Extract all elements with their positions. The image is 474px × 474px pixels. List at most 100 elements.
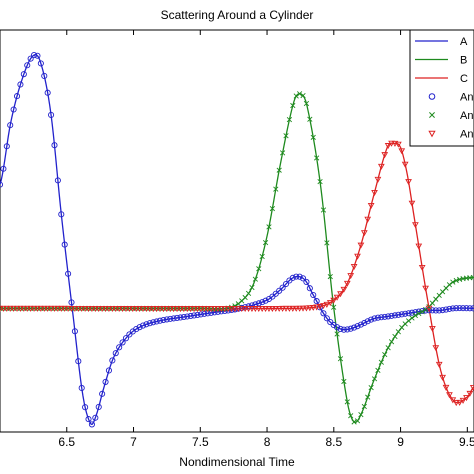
data-point: [194, 306, 201, 313]
data-point: [398, 311, 405, 318]
data-point: [368, 385, 374, 391]
legend-x-marker: [429, 112, 435, 118]
data-point: [470, 305, 474, 312]
data-point: [408, 309, 416, 316]
data-point: [85, 305, 92, 312]
data-point: [37, 60, 44, 67]
data-point: [248, 306, 256, 313]
data-point: [395, 311, 402, 318]
data-point: [160, 306, 167, 313]
data-point: [324, 240, 330, 246]
data-point: [99, 390, 106, 397]
data-point: [0, 305, 4, 312]
data-point: [27, 55, 34, 62]
data-point: [47, 305, 55, 312]
data-point: [224, 306, 232, 313]
data-point: [334, 324, 341, 331]
data-point: [20, 71, 27, 78]
data-point: [252, 276, 258, 282]
data-point: [378, 359, 384, 365]
data-point: [17, 81, 24, 88]
legend-box: [409, 29, 474, 147]
data-point: [446, 305, 453, 312]
data-point: [419, 309, 425, 315]
data-point: [375, 367, 381, 374]
data-point: [326, 300, 334, 307]
data-point: [91, 305, 99, 312]
data-point: [221, 306, 229, 313]
data-point: [299, 305, 307, 312]
data-point: [293, 273, 300, 280]
data-point: [409, 315, 415, 321]
legend-label: An: [460, 110, 473, 122]
data-point: [136, 306, 143, 313]
data-point: [343, 280, 351, 287]
data-point: [344, 326, 351, 333]
data-point: [456, 305, 463, 312]
data-point: [183, 306, 191, 313]
data-point: [17, 305, 24, 312]
data-point: [327, 273, 333, 280]
data-point: [337, 325, 344, 332]
data-point: [459, 397, 467, 404]
data-point: [276, 287, 283, 294]
data-point: [282, 280, 290, 288]
data-point: [289, 305, 297, 312]
data-point: [365, 394, 371, 400]
data-point: [0, 181, 4, 188]
data-point: [180, 313, 187, 321]
data-point: [163, 316, 170, 323]
data-point: [200, 306, 208, 313]
data-point: [126, 306, 133, 313]
data-point: [129, 306, 137, 313]
data-point: [156, 317, 164, 324]
data-point: [71, 328, 78, 335]
legend-triangle-marker: [428, 130, 436, 138]
data-point: [446, 282, 453, 288]
data-point: [20, 305, 28, 312]
data-point: [453, 305, 460, 312]
plot-area: [0, 29, 474, 433]
data-point: [323, 301, 331, 308]
data-point: [452, 400, 460, 407]
data-point: [408, 200, 416, 207]
data-point: [234, 306, 242, 313]
x-tick-label: 6.5: [58, 435, 75, 449]
data-point: [429, 325, 436, 332]
data-point: [310, 134, 316, 140]
data-point: [177, 306, 184, 313]
data-point: [381, 152, 389, 159]
data-point: [289, 274, 296, 281]
data-point: [348, 413, 354, 419]
data-point: [330, 297, 338, 304]
data-point: [405, 310, 412, 317]
data-point: [112, 306, 120, 313]
data-point: [364, 216, 372, 223]
data-point: [290, 102, 296, 109]
data-point: [344, 399, 350, 405]
data-point: [395, 329, 401, 335]
legend-entry: B: [415, 55, 467, 67]
data-point: [241, 306, 249, 313]
data-point: [248, 302, 255, 309]
data-point: [367, 203, 375, 209]
data-point: [385, 313, 392, 320]
data-point: [74, 305, 82, 312]
data-point: [81, 305, 89, 312]
data-point: [442, 306, 450, 313]
data-point: [3, 305, 11, 312]
data-point: [439, 374, 446, 381]
data-point: [149, 306, 157, 313]
data-point: [299, 275, 307, 282]
data-point: [34, 52, 41, 59]
data-point: [13, 305, 21, 312]
data-point: [463, 305, 470, 312]
legend-label: C: [460, 73, 468, 85]
data-point: [217, 306, 225, 313]
data-point: [34, 305, 41, 312]
marker-series-circle: [0, 52, 474, 428]
data-point: [119, 306, 126, 313]
data-point: [41, 72, 48, 79]
data-point: [361, 319, 368, 327]
data-point: [418, 264, 426, 271]
